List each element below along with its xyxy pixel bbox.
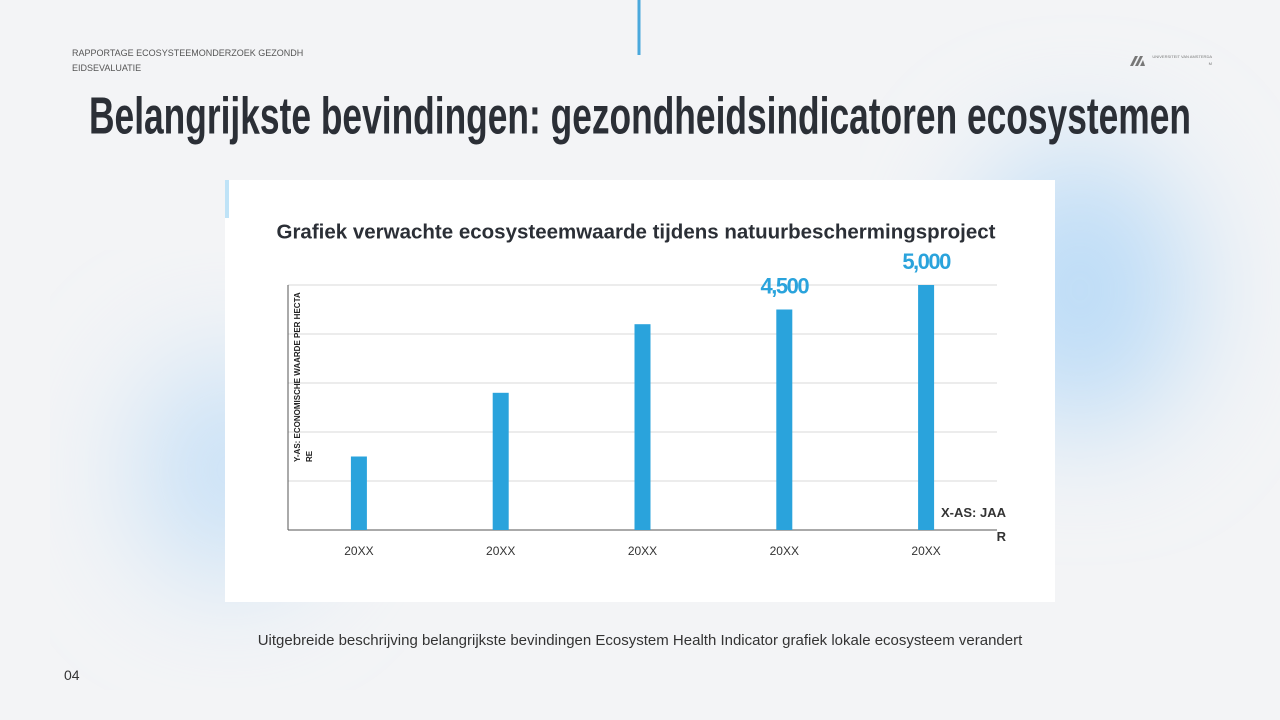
- page-number: 04: [64, 667, 80, 683]
- x-tick-label: 20XX: [628, 544, 657, 558]
- x-tick-label: 20XX: [486, 544, 515, 558]
- bar: [776, 309, 793, 530]
- chart-title: Grafiek verwachte ecosysteemwaarde tijde…: [277, 221, 996, 243]
- x-tick-label: 20XX: [770, 544, 799, 558]
- plot: 20XX 20XX 20XX 20XX 4,500 20XX 5,000: [287, 249, 997, 558]
- logo-mark: [1130, 56, 1145, 66]
- bar: [350, 456, 367, 530]
- bar: [918, 285, 935, 530]
- card-accent: [225, 180, 229, 218]
- slide-title: Belangrijkste bevindingen: gezondheidsin…: [89, 88, 1191, 146]
- y-axis-label: Y-AS: ECONOMISCHE WAARDE PER HECTARE: [293, 292, 314, 462]
- bar: [492, 392, 509, 530]
- value-label: 4,500: [761, 273, 810, 298]
- report-title: RAPPORTAGE ECOSYSTEEMONDERZOEK GEZONDHEI…: [72, 48, 304, 73]
- x-axis-label: X-AS: JAAR: [940, 505, 1006, 544]
- x-tick-label: 20XX: [911, 544, 940, 558]
- value-label: 5,000: [902, 249, 951, 274]
- description: Uitgebreide beschrijving belangrijkste b…: [257, 632, 1023, 649]
- x-tick-label: 20XX: [344, 544, 373, 558]
- bar: [634, 324, 651, 530]
- logo-text: UNIVERSITEIT VAN AMSTERDAM: [1152, 54, 1212, 66]
